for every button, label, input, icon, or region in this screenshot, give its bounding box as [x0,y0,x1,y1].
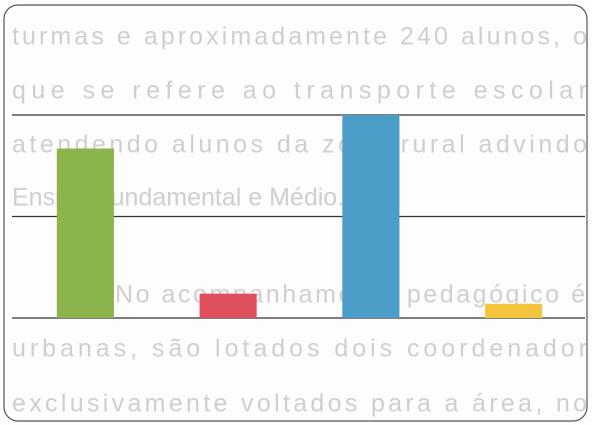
bar [56,148,114,318]
background-text: urbanas, são lotados dois coordenador [12,335,587,363]
bar [485,303,543,318]
chart-frame [3,4,588,422]
background-text: que se refere ao transporte escolar [12,77,587,105]
bar [342,115,400,318]
bar [199,293,257,318]
background-text: turmas e aproximadamente 240 alunos, o [12,23,587,51]
background-text: exclusivamente voltados para a área, no [12,390,587,418]
